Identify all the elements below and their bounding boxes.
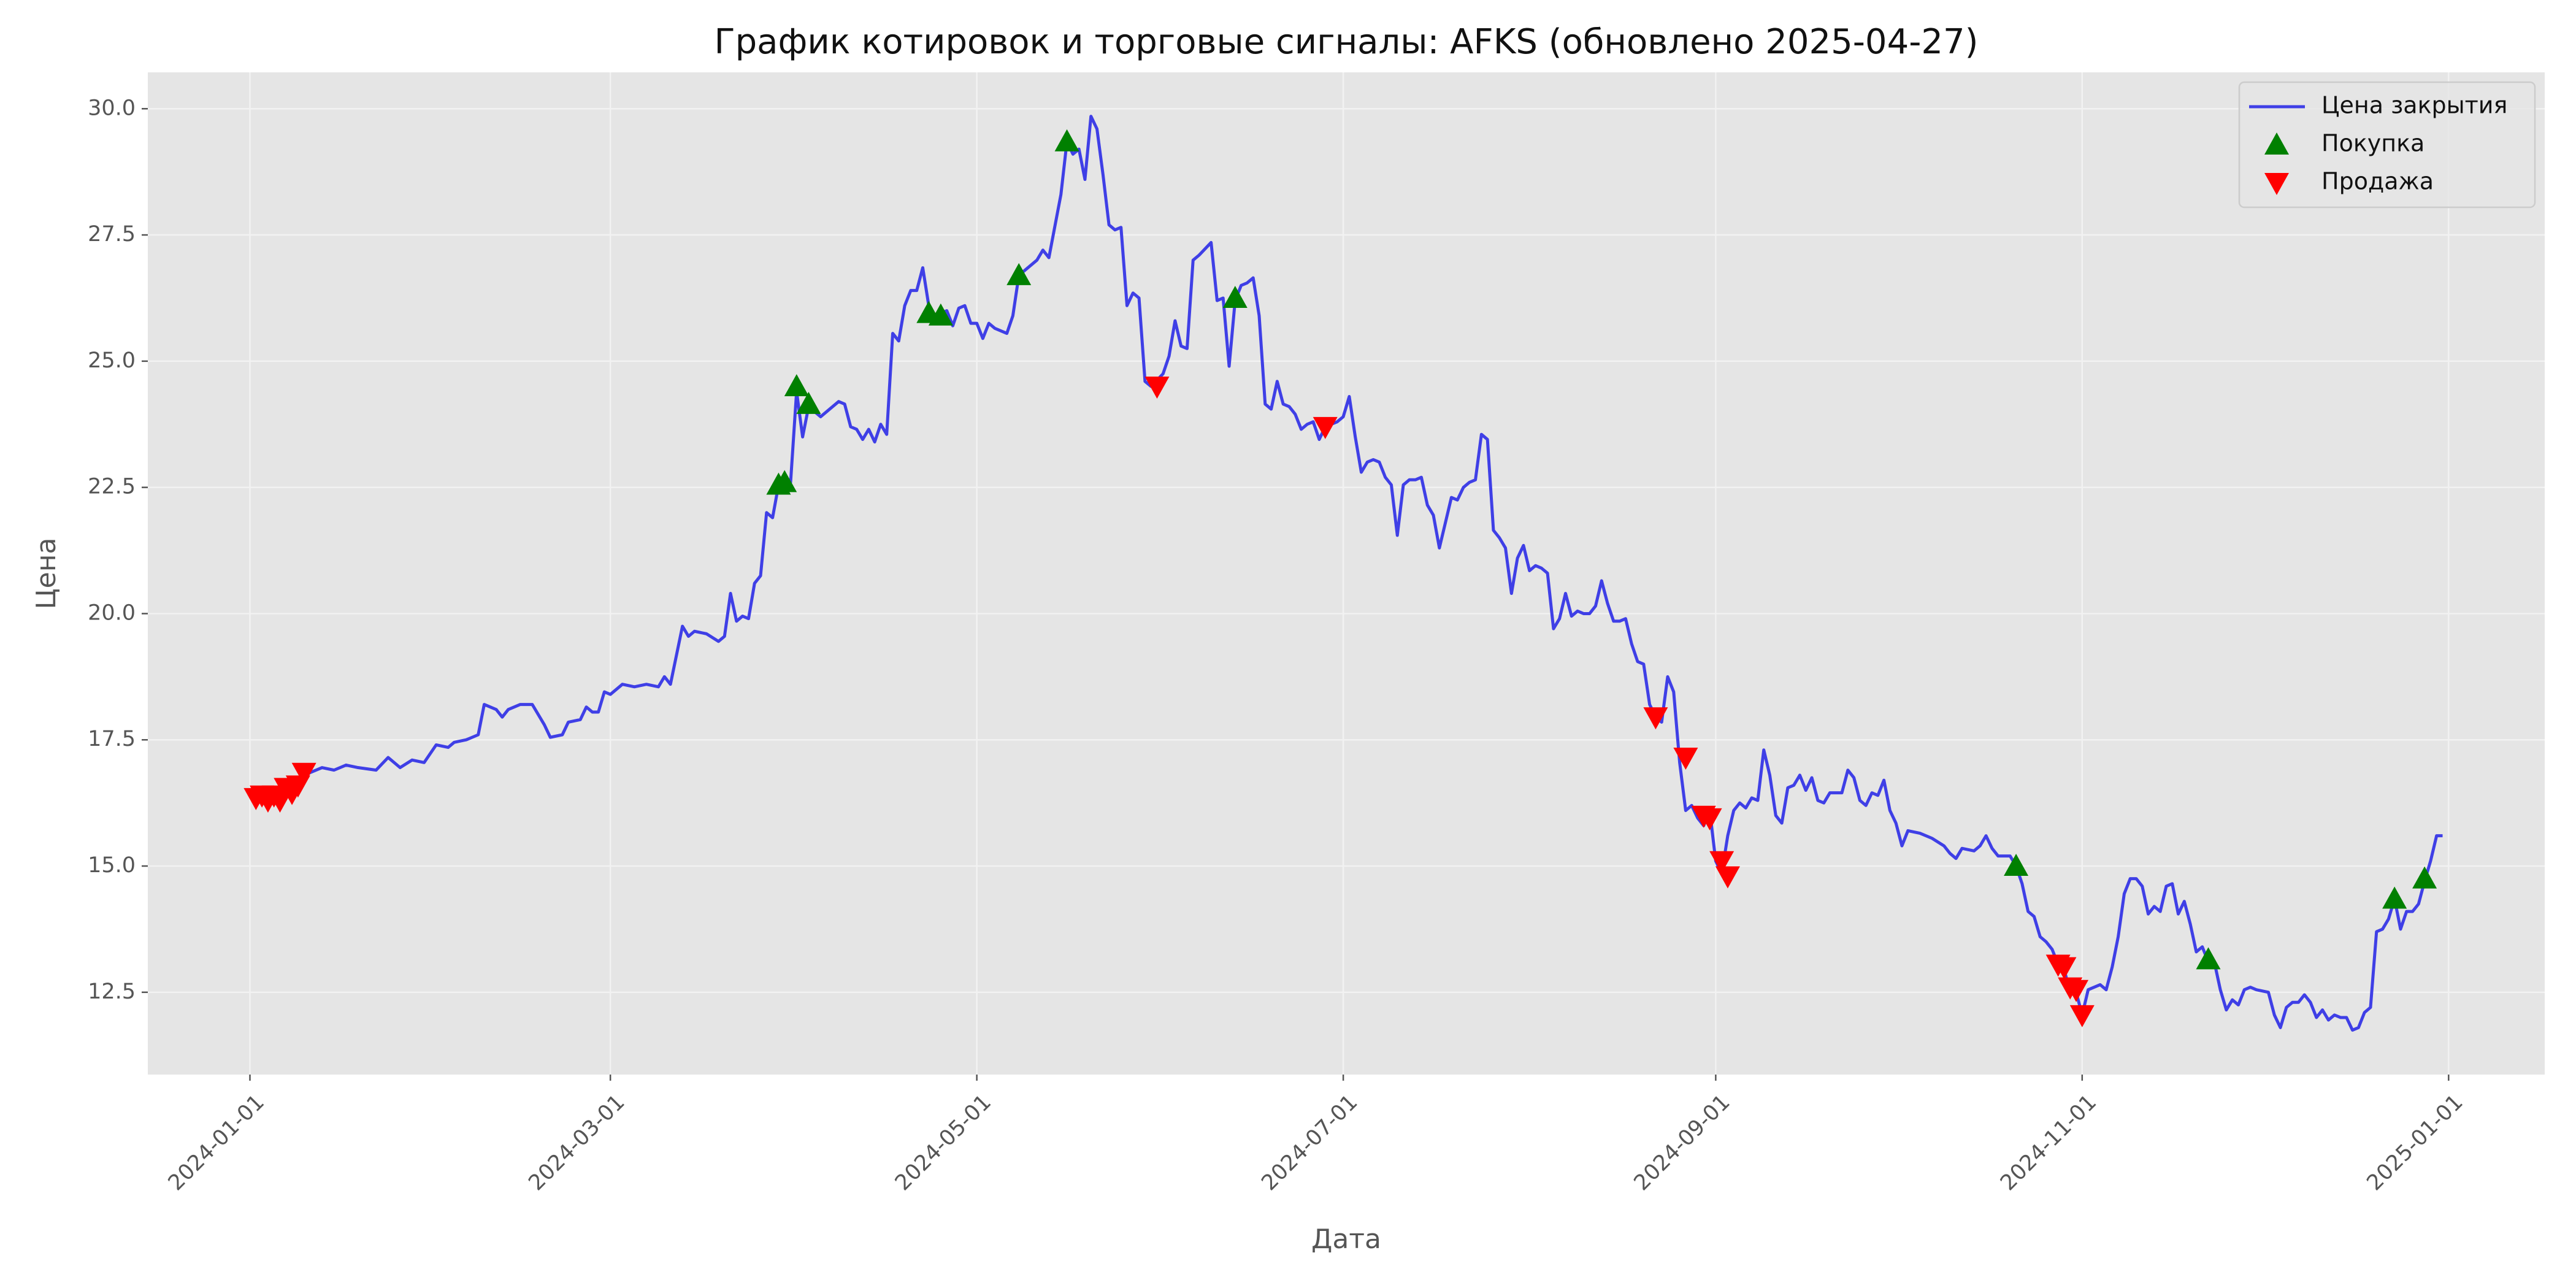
signal-marker [784,374,809,397]
legend-label: Продажа [2321,168,2434,195]
signal-marker [2069,1005,2095,1027]
signal-marker [2004,854,2029,876]
y-tick-label: 27.5 [88,222,136,247]
signal-marker [1715,866,1740,889]
signal-marker [1313,416,1338,439]
signal-marker [2412,866,2437,889]
x-tick-label: 2024-01-01 [164,1090,269,1195]
x-axis-label: Дата [1311,1224,1381,1255]
signal-marker [796,391,821,414]
y-tick-label: 20.0 [88,600,136,625]
signal-marker [291,762,316,785]
x-tick-label: 2024-05-01 [891,1090,996,1195]
signal-marker [1709,851,1735,873]
signal-marker [1643,707,1668,730]
legend-label: Цена закрытия [2321,92,2507,119]
signal-marker [1054,129,1079,151]
x-tick-label: 2024-11-01 [1996,1090,2101,1195]
y-tick-label: 25.0 [88,348,136,373]
y-tick-label: 30.0 [88,96,136,120]
signal-marker [1006,263,1032,285]
signal-marker [2052,957,2077,979]
signal-marker [2196,947,2221,970]
signal-marker [928,303,953,326]
y-tick-label: 12.5 [88,979,136,1004]
legend-swatch [2264,173,2289,195]
signal-marker [2064,979,2089,1002]
legend-box [2238,81,2536,209]
price-line [261,115,2443,1032]
x-tick-label: 2024-09-01 [1630,1090,1735,1195]
signal-marker [1673,748,1698,770]
chart-title: График котировок и торговые сигналы: AFK… [714,22,1978,62]
legend: Цена закрытия Покупка Продажа [2238,81,2536,209]
y-tick-label: 17.5 [88,727,136,751]
x-tick-label: 2024-03-01 [524,1090,629,1195]
legend-label: Покупка [2321,130,2425,157]
plot-area [148,72,2545,1075]
signal-marker [1697,808,1722,830]
signal-marker [2382,886,2407,909]
signal-marker [1222,285,1248,308]
y-tick-label: 22.5 [88,475,136,499]
x-tick-label: 2024-07-01 [1257,1090,1362,1195]
signal-marker [772,470,797,493]
y-axis-label: Цена [31,538,62,610]
signal-marker [1144,377,1170,399]
legend-swatch [2264,132,2289,155]
x-tick-label: 2025-01-01 [2363,1090,2468,1195]
y-tick-label: 15.0 [88,853,136,878]
marks [243,115,2443,1032]
